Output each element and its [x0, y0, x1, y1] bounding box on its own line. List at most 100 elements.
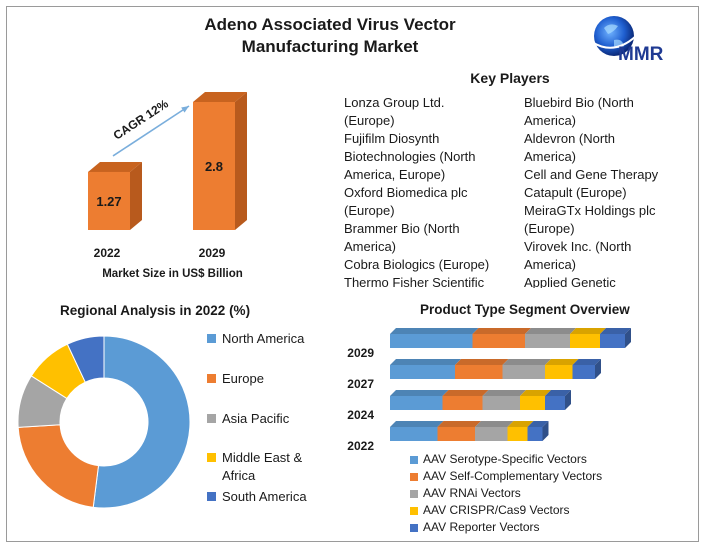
market-bar-label: 2.8: [205, 159, 223, 174]
cagr-label: CAGR 12%: [111, 96, 171, 142]
segment-top: [475, 421, 514, 427]
legend-swatch: [410, 506, 418, 515]
market-bar-2029: [193, 92, 247, 230]
legend-label: AAV Self-Complementary Vectors: [423, 469, 603, 483]
segment-aav-self-complementary-vectors: [455, 365, 503, 379]
segment-top: [390, 390, 449, 396]
kp1-line: Lonza Group Ltd.: [344, 95, 445, 110]
regional-donut-chart: [17, 335, 191, 509]
legend-label-line: Europe: [222, 371, 264, 386]
kp1-line: Brammer Bio (North: [344, 221, 460, 236]
market-bar-2022: [88, 161, 142, 230]
legend-swatch: [207, 453, 216, 462]
segment-top: [545, 359, 579, 365]
segment-top: [502, 359, 551, 365]
kp1-line: Oxford Biomedica plc: [344, 185, 468, 200]
regional-legend: North America Europe Asia Pacific Middle Ea…: [207, 330, 327, 510]
segment-aav-crispr-cas9-vectors: [545, 365, 573, 379]
segment-side: [625, 328, 631, 348]
legend-item: Europe: [207, 370, 264, 388]
product-type-chart: 2029 2027 2024 2022: [347, 328, 631, 450]
chart-frame: [6, 6, 699, 542]
legend-item: Middle East & Africa: [207, 449, 302, 485]
key-players-title: Key Players: [470, 70, 550, 86]
kp2-line: (Europe): [524, 221, 575, 236]
kp1-line: Fujifilm Diosynth: [344, 131, 440, 146]
segment-top: [390, 421, 444, 427]
donut-slice-europe: [17, 424, 100, 508]
segment-aav-serotype-specific-vectors: [390, 365, 455, 379]
legend-swatch: [410, 489, 418, 498]
segment-aav-serotype-specific-vectors: [390, 334, 473, 348]
kp2-line: Cell and Gene Therapy: [524, 167, 659, 182]
market-category-label: 2022: [94, 246, 121, 260]
segment-top: [545, 390, 571, 396]
segment-aav-self-complementary-vectors: [472, 334, 525, 348]
product-legend-item: AAV RNAi Vectors: [410, 485, 602, 502]
product-bar-2029: [390, 328, 631, 348]
product-type-legend: AAV Serotype-Specific Vectors AAV Self-Co…: [410, 451, 602, 536]
legend-item: South America: [207, 488, 307, 506]
legend-swatch: [207, 374, 216, 383]
legend-swatch: [207, 414, 216, 423]
legend-label-line: North America: [222, 331, 305, 346]
legend-label-line: Middle East &: [222, 450, 303, 465]
cagr-arrow: [112, 105, 190, 157]
legend-label: AAV Serotype-Specific Vectors: [423, 452, 587, 466]
kp1-line: Thermo Fisher Scientific: [344, 275, 485, 288]
segment-top: [572, 359, 601, 365]
segment-side: [595, 359, 601, 379]
segment-top: [455, 359, 509, 365]
segment-aav-reporter-vectors: [572, 365, 595, 379]
segment-aav-reporter-vectors: [545, 396, 565, 410]
legend-label: Middle East & Africa: [222, 449, 302, 485]
legend-swatch: [410, 472, 418, 481]
product-year-label: 2022: [347, 439, 374, 450]
product-legend-item: AAV Self-Complementary Vectors: [410, 468, 602, 485]
segment-aav-reporter-vectors: [527, 427, 543, 441]
kp2-line: Bluebird Bio (North: [524, 95, 634, 110]
regional-title: Regional Analysis in 2022 (%): [60, 303, 251, 318]
segment-aav-self-complementary-vectors: [437, 427, 475, 441]
segment-top: [437, 421, 481, 427]
donut-slice-north-america: [92, 335, 191, 509]
market-size-caption: Market Size in US$ Billion: [102, 268, 243, 280]
key-players-column-1: Lonza Group Ltd. (Europe) Fujifilm Diosynt…: [344, 94, 519, 288]
legend-item: North America: [207, 330, 304, 348]
kp1-line: America): [344, 239, 397, 254]
segment-aav-self-complementary-vectors: [442, 396, 483, 410]
legend-swatch: [410, 455, 418, 464]
segment-top: [390, 328, 479, 334]
product-legend-item: AAV CRISPR/Cas9 Vectors: [410, 502, 602, 519]
kp2-line: MeiraGTx Holdings plc: [524, 203, 656, 218]
kp1-line: Cobra Biologics (Europe): [344, 257, 490, 272]
cagr-arrowhead: [181, 106, 189, 113]
segment-aav-rnai-vectors: [525, 334, 570, 348]
kp1-line: America, Europe): [344, 167, 446, 182]
segment-aav-serotype-specific-vectors: [390, 396, 443, 410]
segment-top: [472, 328, 531, 334]
mmr-logo: MMR: [591, 16, 664, 65]
legend-label: AAV CRISPR/Cas9 Vectors: [423, 503, 570, 517]
legend-swatch: [207, 492, 216, 501]
product-type-title: Product Type Segment Overview: [420, 302, 630, 317]
segment-aav-rnai-vectors: [482, 396, 520, 410]
legend-label: North America: [222, 330, 304, 348]
legend-label-line: South America: [222, 489, 307, 504]
segment-aav-crispr-cas9-vectors: [520, 396, 545, 410]
product-bar-2024: [390, 390, 571, 410]
legend-label: AAV RNAi Vectors: [423, 486, 521, 500]
product-bar-2027: [390, 359, 601, 379]
product-bar-2022: [390, 421, 549, 441]
market-size-chart: 1.27 2022 2.8 2029 CAGR 12%: [88, 92, 247, 260]
kp2-line: America): [524, 113, 577, 128]
segment-top: [390, 359, 461, 365]
page-title: Adeno Associated Virus Vector Manufactur…: [180, 14, 480, 58]
legend-swatch: [207, 334, 216, 343]
legend-label: South America: [222, 488, 307, 506]
segment-top: [525, 328, 576, 334]
segment-aav-crispr-cas9-vectors: [507, 427, 528, 441]
legend-swatch: [410, 523, 418, 532]
kp2-line: Aldevron (North: [524, 131, 616, 146]
segment-top: [520, 390, 551, 396]
